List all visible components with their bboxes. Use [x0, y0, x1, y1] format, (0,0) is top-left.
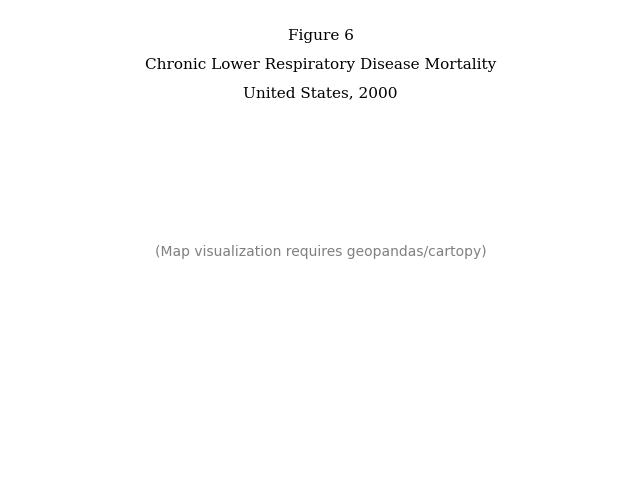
Text: Figure 6: Figure 6 [288, 29, 353, 43]
Text: United States, 2000: United States, 2000 [243, 86, 398, 100]
Text: Chronic Lower Respiratory Disease Mortality: Chronic Lower Respiratory Disease Mortal… [145, 57, 496, 72]
Text: (Map visualization requires geopandas/cartopy): (Map visualization requires geopandas/ca… [154, 245, 487, 259]
